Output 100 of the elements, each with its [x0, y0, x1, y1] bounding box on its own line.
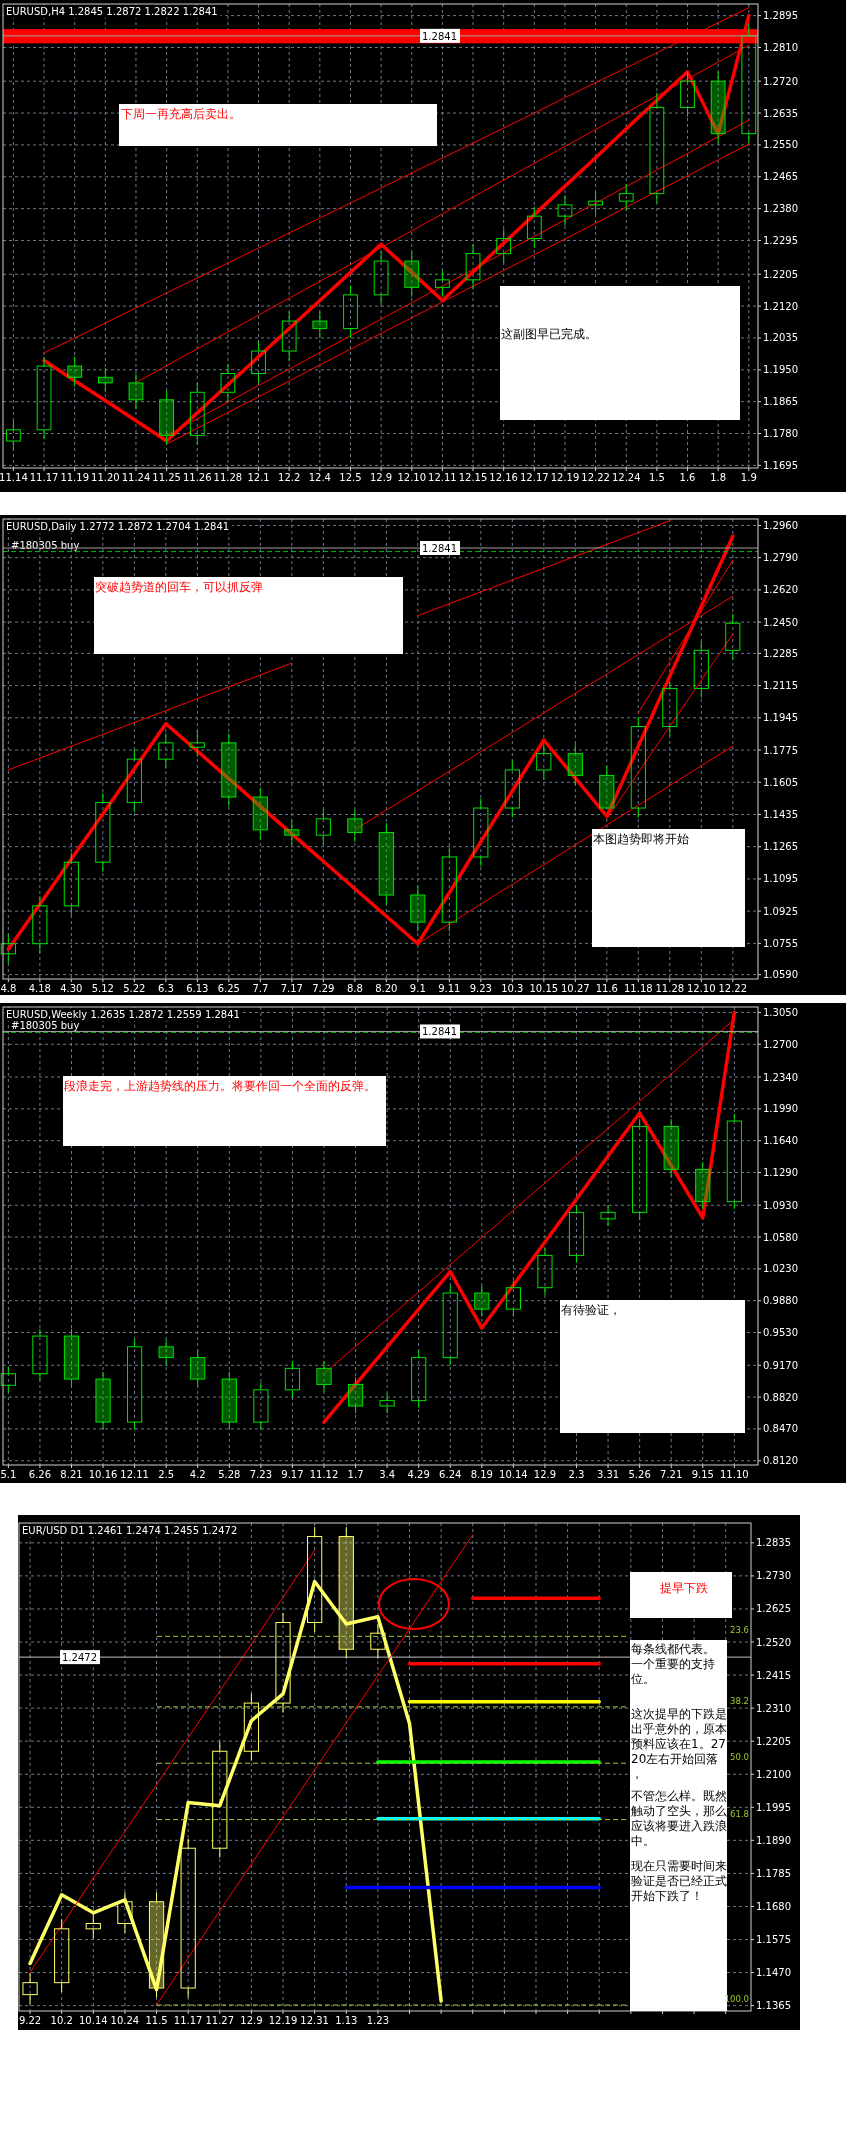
x-tick-label: 11.18 — [623, 983, 653, 994]
annotation: 有待验证， — [561, 1303, 621, 1317]
x-tick-label: 2.3 — [568, 1469, 585, 1480]
x-tick-label: 12.22 — [718, 983, 748, 994]
y-tick-label: 1.2520 — [756, 1636, 791, 1648]
y-tick-label: 1.2720 — [763, 75, 798, 87]
x-tick-label: 12.15 — [458, 472, 488, 483]
x-tick-label: 10.15 — [529, 983, 559, 994]
x-tick-label: 6.13 — [186, 983, 209, 994]
y-tick-label: 1.2730 — [756, 1570, 791, 1582]
x-tick-label: 11.24 — [121, 472, 151, 483]
x-tick-label: 10.3 — [501, 983, 524, 994]
y-tick-label: 1.2310 — [756, 1702, 791, 1714]
x-tick-label: 9.17 — [281, 1469, 304, 1480]
y-tick-label: 1.1095 — [763, 873, 798, 885]
y-tick-label: 1.1290 — [763, 1166, 798, 1178]
x-tick-label: 5.22 — [123, 983, 146, 994]
x-tick-label: 3.31 — [596, 1469, 620, 1480]
x-tick-label: 3.4 — [379, 1469, 396, 1480]
annotation: 每条线都代表。一个重要的支持位。 — [631, 1642, 715, 1686]
x-tick-label: 12.10 — [686, 983, 716, 994]
y-tick-label: 1.0755 — [763, 937, 798, 949]
y-tick-label: 1.1780 — [763, 428, 798, 440]
x-tick-label: 10.24 — [110, 2015, 140, 2026]
x-tick-label: 11.25 — [152, 472, 181, 483]
x-tick-label: 10.14 — [499, 1469, 528, 1480]
y-tick-label: 1.2895 — [763, 10, 798, 22]
x-tick-label: 2.5 — [158, 1469, 175, 1480]
x-tick-label: 12.19 — [268, 2015, 298, 2026]
x-tick-label: 6.26 — [28, 1469, 52, 1480]
y-tick-label: 1.2205 — [763, 268, 798, 280]
x-tick-label: 9.15 — [691, 1469, 714, 1480]
x-tick-label: 11.19 — [60, 472, 90, 483]
x-tick-label: 9.22 — [18, 2015, 42, 2026]
y-tick-label: 1.1785 — [756, 1867, 791, 1879]
x-tick-label: 4.30 — [60, 983, 83, 994]
x-tick-label: 10.27 — [560, 983, 590, 994]
y-tick-label: 1.1775 — [763, 744, 798, 756]
x-tick-label: 12.1 — [247, 472, 270, 483]
y-tick-label: 1.2625 — [756, 1603, 791, 1615]
x-tick-label: 4.8 — [0, 983, 17, 994]
x-tick-label: 9.23 — [469, 983, 492, 994]
y-tick-label: 1.0925 — [763, 905, 798, 917]
annotation: 突破趋势道的回车，可以抓反弹 — [95, 580, 263, 594]
y-tick-label: 1.2295 — [763, 235, 798, 246]
y-tick-label: 1.2465 — [763, 171, 798, 183]
x-tick-label: 7.23 — [249, 1469, 273, 1480]
y-tick-label: 1.1365 — [756, 2000, 791, 2012]
y-tick-label: 1.1680 — [756, 1900, 791, 1912]
x-tick-label: 11.14 — [0, 472, 28, 483]
x-tick-label: 11.5 — [145, 2015, 168, 2026]
ref-line-label: 1.2472 — [62, 1652, 97, 1664]
y-tick-label: 1.2035 — [763, 332, 798, 344]
y-tick-label: 1.2120 — [763, 300, 798, 312]
x-tick-label: 12.4 — [308, 472, 331, 483]
x-tick-label: 4.18 — [28, 983, 51, 994]
y-tick-label: 1.2790 — [763, 552, 798, 564]
chart-title: EUR/USD D1 1.2461 1.2474 1.2455 1.2472 — [22, 1525, 238, 1536]
x-tick-label: 7.7 — [252, 983, 269, 994]
x-tick-label: 1.7 — [347, 1469, 364, 1480]
y-tick-label: 0.8820 — [763, 1391, 798, 1403]
chart-title: EURUSD,H4 1.2845 1.2872 1.2822 1.2841 — [6, 6, 218, 17]
y-tick-label: 1.1945 — [763, 712, 798, 724]
x-tick-label: 6.3 — [157, 983, 174, 994]
x-tick-label: 10.16 — [88, 1469, 118, 1480]
chart-title: EURUSD,Weekly 1.2635 1.2872 1.2559 1.2841 — [6, 1009, 240, 1020]
annotation: 这次提早的下跌是出乎意外的，原本预料应该在1。2720左右开始回落， — [631, 1707, 727, 1781]
ref-line-label: 1.2841 — [422, 30, 457, 42]
annotation: 段浪走完，上游趋势线的压力。将要作回一个全面的反弹。 — [64, 1079, 376, 1093]
y-tick-label: 1.1435 — [763, 808, 798, 820]
y-tick-label: 1.2100 — [756, 1768, 791, 1780]
annotation: 现在只需要时间来验证是否已经正式开始下跌了！ — [631, 1859, 727, 1903]
ref-line-label: #180305 buy — [11, 1020, 80, 1032]
annotation: 23.6 — [730, 1625, 749, 1636]
x-tick-label: 6.25 — [217, 983, 240, 994]
y-tick-label: 1.2835 — [756, 1537, 791, 1549]
annotation: 61.8 — [730, 1808, 749, 1819]
x-tick-label: 11.10 — [720, 1469, 749, 1480]
x-tick-label: 1.9 — [740, 472, 757, 483]
x-tick-label: 8.20 — [375, 983, 398, 994]
y-tick-label: 1.2415 — [756, 1669, 791, 1681]
x-tick-label: 11.6 — [595, 983, 618, 994]
y-tick-label: 0.9530 — [763, 1327, 798, 1339]
annotation: 50.0 — [730, 1752, 749, 1763]
x-tick-label: 5.28 — [218, 1469, 241, 1480]
x-tick-label: 11.12 — [309, 1469, 339, 1480]
y-tick-label: 1.1470 — [756, 1967, 791, 1979]
y-tick-label: 1.1990 — [763, 1103, 798, 1115]
x-tick-label: 11.17 — [29, 472, 59, 483]
x-tick-label: 8.19 — [470, 1469, 493, 1480]
y-tick-label: 1.1695 — [763, 459, 798, 471]
x-tick-label: 1.13 — [335, 2015, 358, 2026]
y-tick-label: 1.0930 — [763, 1199, 798, 1211]
x-tick-label: 5.26 — [628, 1469, 651, 1480]
x-tick-label: 7.17 — [280, 983, 303, 994]
annotation: 不管怎么样。既然触动了空头，那么应该将要进入跌浪中。 — [631, 1789, 727, 1848]
y-tick-label: 1.2380 — [763, 203, 798, 215]
y-tick-label: 0.8470 — [763, 1423, 798, 1435]
x-tick-label: 12.17 — [520, 472, 549, 483]
x-tick-label: 7.29 — [312, 983, 335, 994]
